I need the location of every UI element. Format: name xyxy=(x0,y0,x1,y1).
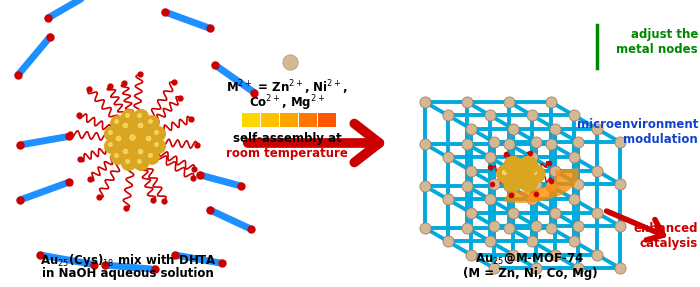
Circle shape xyxy=(526,164,545,183)
Circle shape xyxy=(118,144,136,162)
FancyArrowPatch shape xyxy=(607,211,664,240)
Circle shape xyxy=(504,156,523,175)
Text: Au$_{25}$(Cys)$_{18}$ mix with DHTA: Au$_{25}$(Cys)$_{18}$ mix with DHTA xyxy=(39,252,216,269)
Circle shape xyxy=(134,156,148,171)
Text: Co$^{2+}$, Mg$^{2+}$: Co$^{2+}$, Mg$^{2+}$ xyxy=(249,93,325,113)
Text: microenvironment
modulation: microenvironment modulation xyxy=(577,118,698,146)
Circle shape xyxy=(520,173,538,191)
Bar xyxy=(318,113,336,127)
Bar xyxy=(280,113,298,127)
Circle shape xyxy=(111,150,125,164)
Text: M$^{2+}$ = Zn$^{2+}$, Ni$^{2+}$,: M$^{2+}$ = Zn$^{2+}$, Ni$^{2+}$, xyxy=(226,78,348,97)
Circle shape xyxy=(504,157,522,175)
Circle shape xyxy=(111,116,125,131)
Circle shape xyxy=(144,116,160,131)
FancyArrowPatch shape xyxy=(248,124,379,162)
Bar xyxy=(299,113,317,127)
Text: (M = Zn, Ni, Co, Mg): (M = Zn, Ni, Co, Mg) xyxy=(463,267,597,280)
Text: adjust the
metal nodes: adjust the metal nodes xyxy=(617,28,698,56)
Circle shape xyxy=(141,131,159,149)
Circle shape xyxy=(520,157,538,175)
Circle shape xyxy=(124,129,146,151)
Polygon shape xyxy=(503,168,579,203)
Circle shape xyxy=(111,131,129,149)
Text: self-assembly at: self-assembly at xyxy=(232,132,342,145)
Circle shape xyxy=(134,109,148,124)
Circle shape xyxy=(504,173,523,192)
Circle shape xyxy=(144,150,160,164)
Circle shape xyxy=(134,144,151,162)
Circle shape xyxy=(104,126,119,141)
Circle shape xyxy=(134,118,151,136)
Text: room temperature: room temperature xyxy=(226,147,348,160)
Circle shape xyxy=(508,161,534,187)
Text: enhanced
catalysis: enhanced catalysis xyxy=(634,222,698,250)
Text: in NaOH aqueous solution: in NaOH aqueous solution xyxy=(42,267,214,280)
Circle shape xyxy=(150,126,166,141)
Circle shape xyxy=(519,156,538,175)
Text: Au$_{25}$@M-MOF-74: Au$_{25}$@M-MOF-74 xyxy=(475,252,584,267)
Bar xyxy=(242,113,260,127)
Circle shape xyxy=(121,156,136,171)
Circle shape xyxy=(496,164,515,183)
Circle shape xyxy=(104,139,119,154)
Circle shape xyxy=(519,173,538,192)
Circle shape xyxy=(150,139,166,154)
Circle shape xyxy=(121,109,136,124)
Circle shape xyxy=(118,118,136,136)
Bar xyxy=(261,113,279,127)
Circle shape xyxy=(504,173,522,191)
